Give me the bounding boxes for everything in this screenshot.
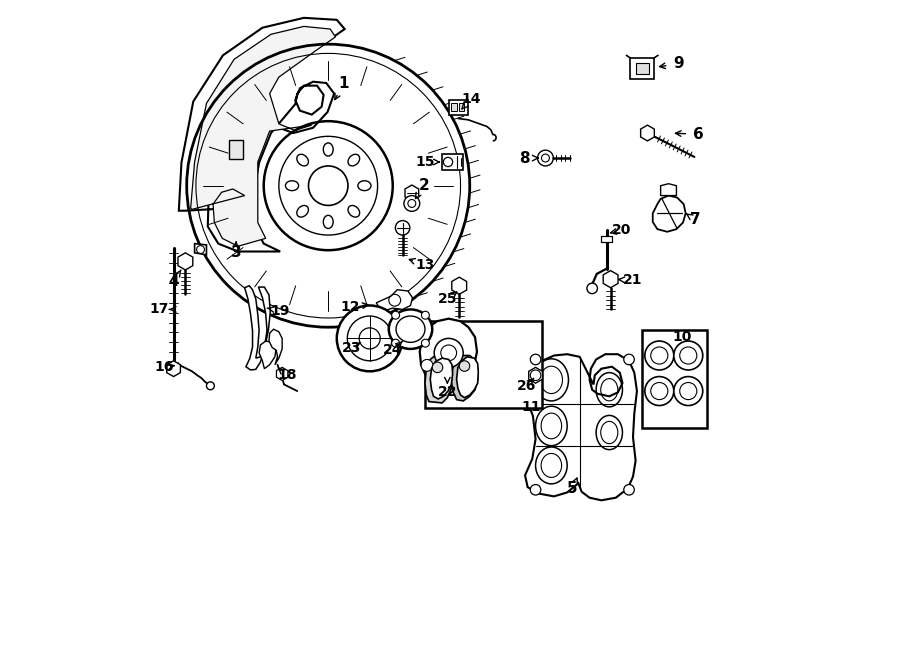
Circle shape — [644, 341, 674, 370]
Polygon shape — [430, 358, 453, 399]
Text: 20: 20 — [611, 223, 631, 237]
Bar — [425, 321, 542, 408]
Polygon shape — [661, 184, 677, 196]
Circle shape — [624, 354, 634, 365]
Bar — [601, 236, 612, 243]
Bar — [451, 103, 456, 111]
Ellipse shape — [389, 309, 432, 349]
Bar — [635, 63, 649, 74]
Polygon shape — [652, 196, 686, 232]
Circle shape — [309, 166, 348, 206]
Bar — [449, 100, 468, 114]
Polygon shape — [194, 244, 206, 254]
Polygon shape — [419, 319, 477, 388]
Text: 26: 26 — [517, 379, 536, 393]
Polygon shape — [405, 185, 418, 201]
Polygon shape — [269, 329, 283, 365]
Circle shape — [392, 339, 400, 347]
Text: 24: 24 — [383, 343, 402, 357]
Text: 16: 16 — [154, 360, 174, 374]
Text: 21: 21 — [623, 274, 643, 288]
Circle shape — [644, 377, 674, 406]
Text: 1: 1 — [338, 76, 348, 91]
Text: 18: 18 — [277, 368, 296, 382]
Polygon shape — [528, 368, 543, 383]
Circle shape — [206, 382, 214, 390]
Bar — [229, 139, 243, 159]
Text: 9: 9 — [674, 56, 684, 71]
Text: 3: 3 — [230, 245, 241, 260]
Text: 8: 8 — [519, 151, 530, 165]
Text: 19: 19 — [271, 304, 290, 318]
Text: 14: 14 — [462, 92, 481, 106]
Text: 23: 23 — [342, 340, 361, 354]
Text: 13: 13 — [415, 258, 435, 272]
Text: 7: 7 — [690, 212, 701, 227]
Bar — [643, 330, 707, 428]
Text: 5: 5 — [567, 481, 578, 496]
Circle shape — [674, 377, 703, 406]
Text: 25: 25 — [437, 292, 457, 306]
Text: 2: 2 — [418, 178, 429, 193]
Polygon shape — [276, 368, 288, 381]
Circle shape — [434, 338, 464, 368]
Polygon shape — [451, 356, 478, 401]
Polygon shape — [166, 361, 180, 377]
Polygon shape — [376, 290, 412, 311]
Bar — [442, 154, 464, 170]
Circle shape — [421, 311, 429, 319]
Polygon shape — [178, 253, 193, 270]
Polygon shape — [259, 341, 276, 369]
Circle shape — [464, 360, 476, 371]
Circle shape — [537, 150, 554, 166]
Circle shape — [674, 341, 703, 370]
Polygon shape — [641, 125, 654, 141]
Polygon shape — [452, 277, 466, 294]
Text: 10: 10 — [672, 330, 691, 344]
Circle shape — [395, 221, 410, 235]
Circle shape — [404, 196, 419, 212]
Circle shape — [337, 305, 402, 371]
Polygon shape — [603, 270, 618, 288]
Circle shape — [432, 362, 443, 373]
Circle shape — [459, 361, 470, 371]
Text: 12: 12 — [340, 301, 360, 315]
Circle shape — [421, 339, 429, 347]
Text: 22: 22 — [437, 385, 457, 399]
Circle shape — [587, 283, 598, 293]
Text: 6: 6 — [693, 127, 704, 142]
Circle shape — [359, 328, 380, 349]
Bar — [630, 58, 654, 79]
Polygon shape — [525, 354, 637, 500]
Circle shape — [624, 485, 634, 495]
Polygon shape — [425, 354, 454, 403]
Text: 11: 11 — [522, 400, 542, 414]
Text: 17: 17 — [149, 303, 169, 317]
Circle shape — [421, 360, 433, 371]
Polygon shape — [245, 286, 270, 370]
Polygon shape — [456, 357, 478, 398]
Circle shape — [392, 311, 400, 319]
Circle shape — [530, 485, 541, 495]
Polygon shape — [191, 26, 336, 247]
Text: 4: 4 — [168, 274, 179, 289]
Polygon shape — [179, 18, 345, 252]
Circle shape — [530, 354, 541, 365]
Bar — [459, 103, 464, 111]
Text: 15: 15 — [416, 155, 436, 169]
